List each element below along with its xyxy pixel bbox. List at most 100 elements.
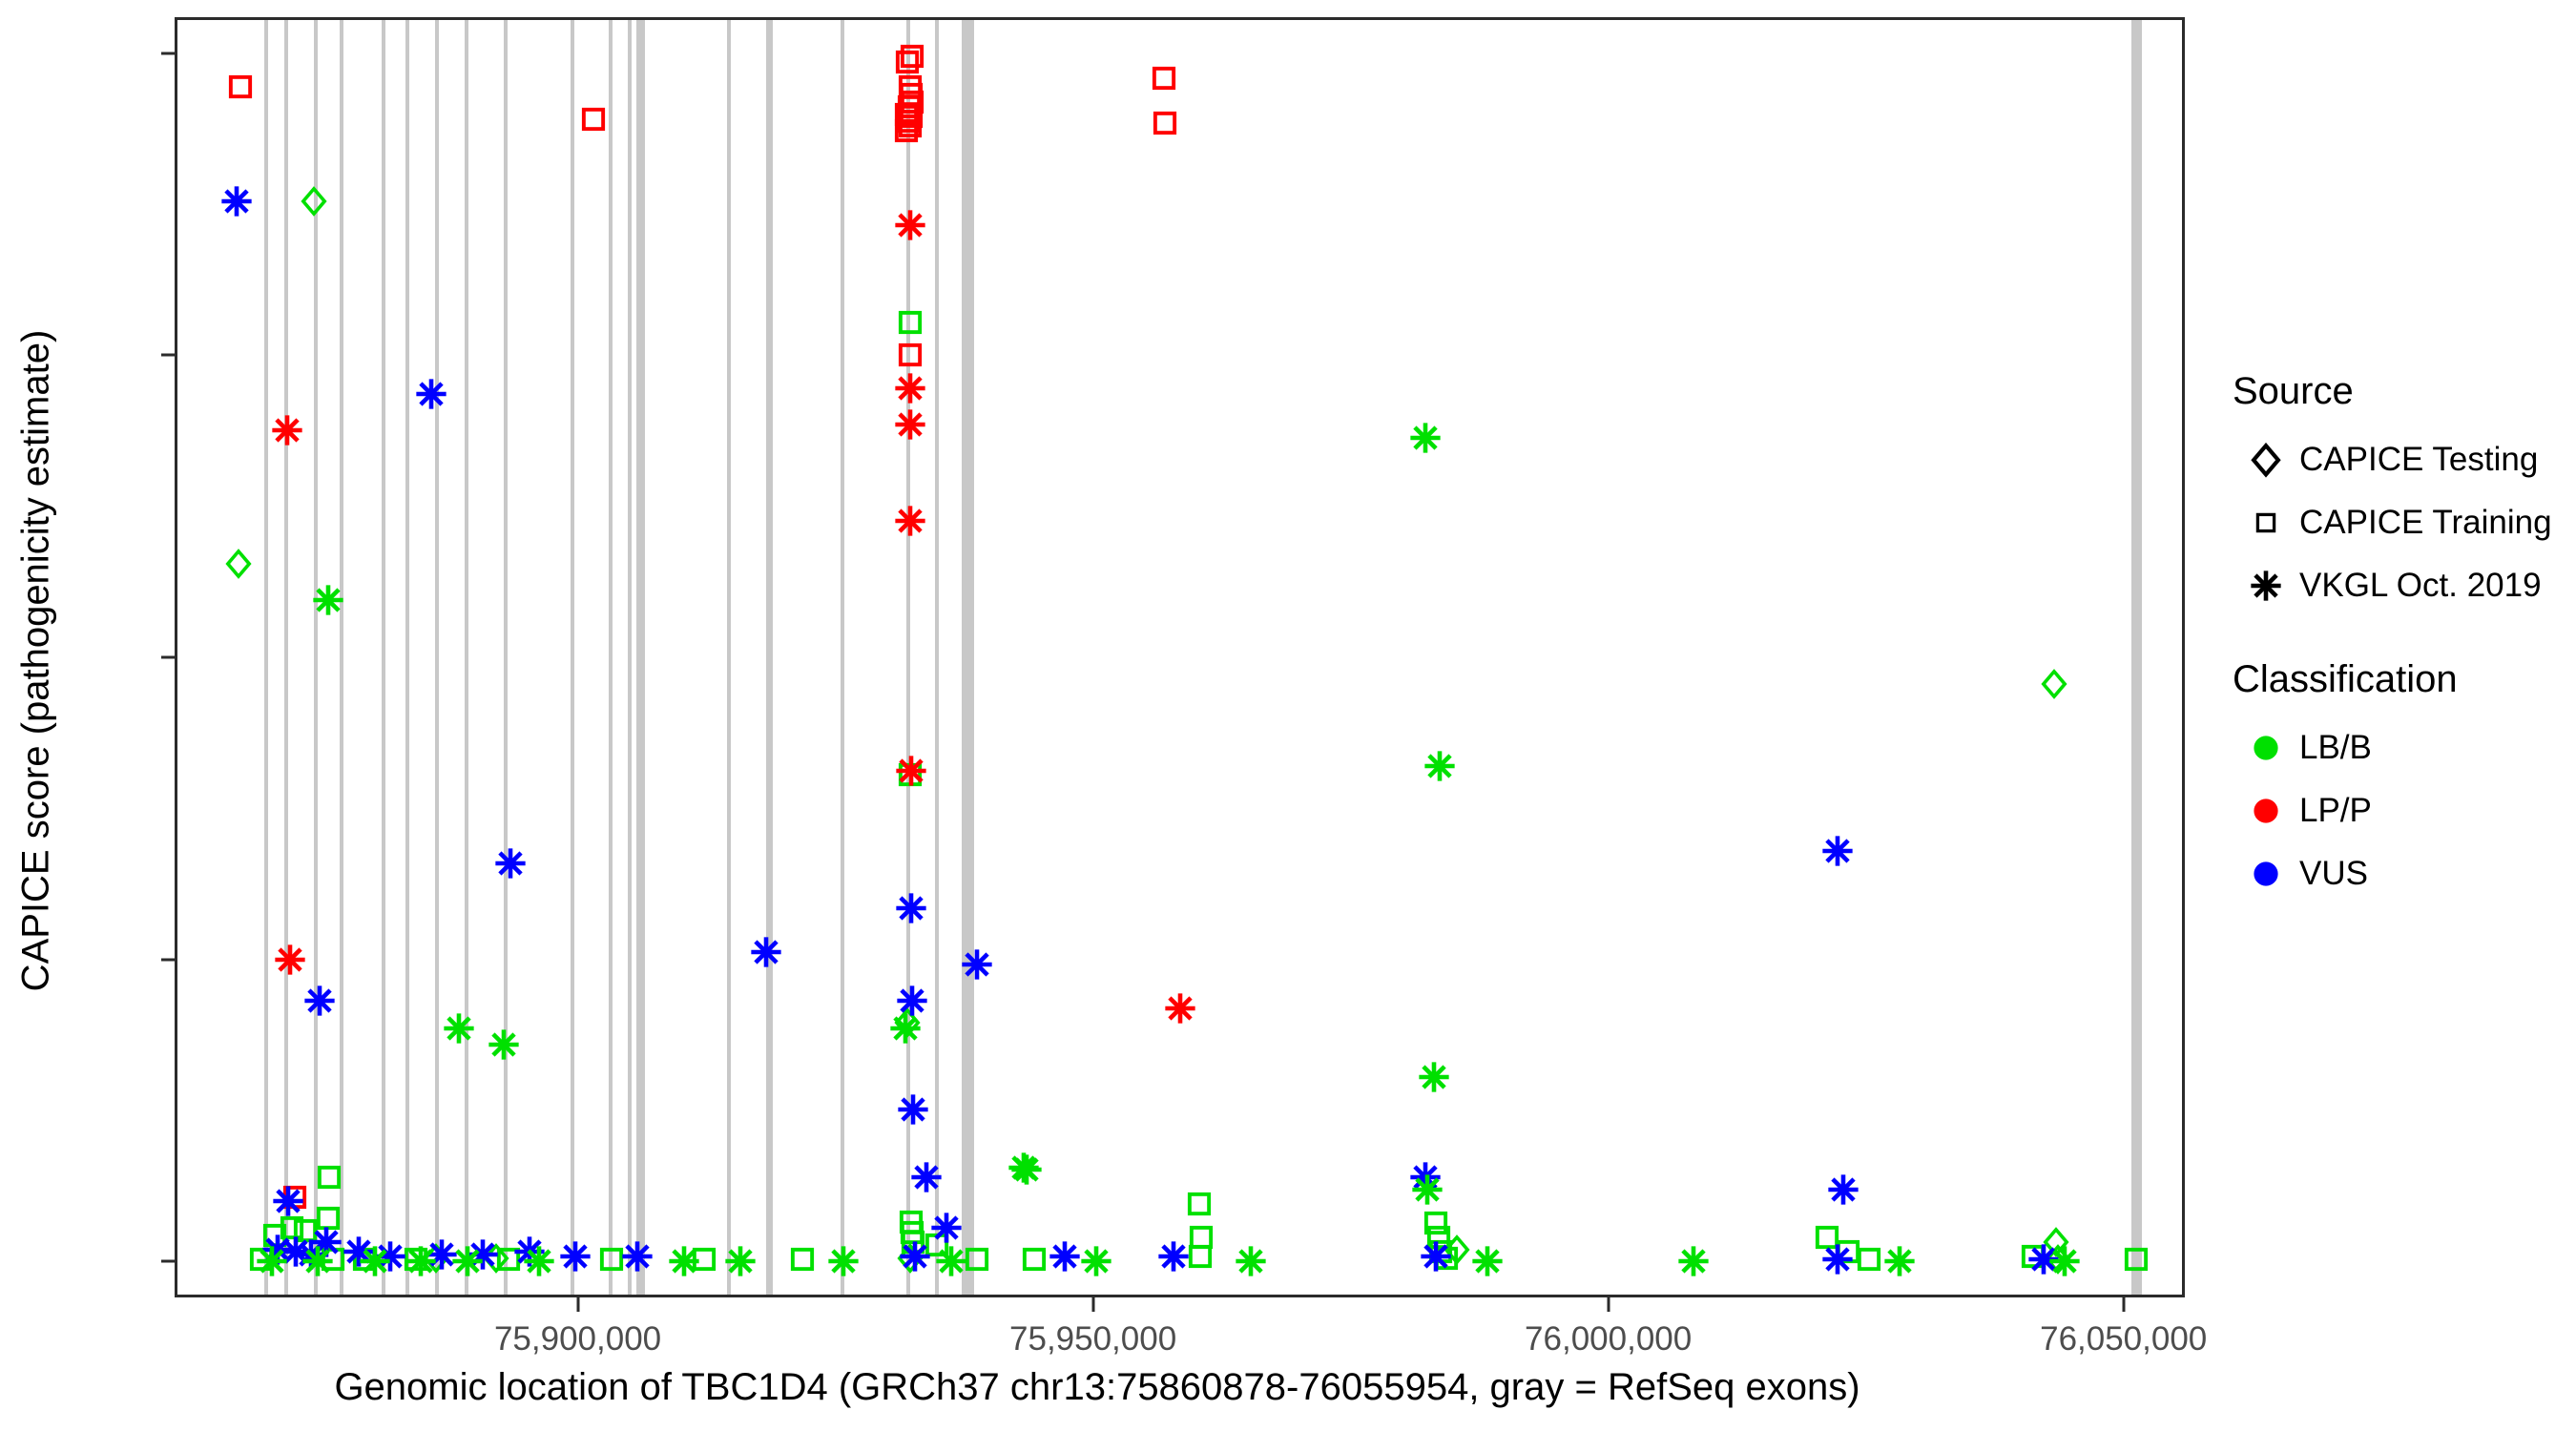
data-point [899, 104, 924, 129]
data-point [496, 1247, 521, 1272]
asterisk-icon [2233, 570, 2299, 602]
exon-line [339, 20, 343, 1295]
x-tick-mark [576, 1297, 580, 1312]
exon-line [570, 20, 574, 1295]
data-point [899, 1210, 924, 1234]
data-point [900, 44, 924, 69]
data-point [405, 1245, 437, 1277]
data-point [1444, 1234, 1470, 1265]
legend-classification-title: Classification [2233, 658, 2458, 700]
data-point [898, 310, 923, 335]
data-point [494, 847, 527, 880]
x-tick-label: 75,900,000 [493, 1320, 662, 1358]
data-point [2045, 1244, 2071, 1275]
legend-classification-label: LP/P [2299, 792, 2372, 829]
data-point [901, 1230, 925, 1255]
data-point [2027, 1243, 2060, 1275]
exon-line [283, 20, 288, 1295]
exon-line [608, 20, 613, 1295]
data-point [352, 1247, 377, 1272]
legend-classification-item[interactable]: LB/B [2233, 716, 2458, 779]
data-point [1188, 1244, 1213, 1269]
square-icon [2233, 512, 2299, 533]
data-point [581, 107, 606, 132]
data-point [894, 372, 926, 404]
data-point [898, 342, 923, 367]
data-point [317, 1165, 342, 1190]
data-point [1428, 1239, 1453, 1264]
legend-source-item[interactable]: VKGL Oct. 2019 [2233, 554, 2552, 617]
data-point [249, 1247, 274, 1272]
data-point [668, 1245, 700, 1277]
data-point [343, 1235, 375, 1268]
x-tick-mark [1091, 1297, 1095, 1312]
exon-line [464, 20, 468, 1295]
data-point [1815, 1225, 1839, 1250]
data-point [220, 185, 253, 218]
exon-line [628, 20, 633, 1295]
data-point [1409, 422, 1442, 454]
y-tick-mark [161, 958, 175, 961]
exon-line [382, 20, 386, 1295]
data-point [225, 548, 252, 579]
data-point [1418, 1061, 1450, 1093]
x-tick-label: 76,000,000 [1525, 1320, 1693, 1358]
data-point [1827, 1173, 1859, 1206]
data-point [1821, 1243, 1854, 1275]
data-point [1857, 1247, 1881, 1272]
data-point [898, 74, 923, 99]
legends: Source CAPICE Testing CAPICE Training VKGL… [2213, 0, 2576, 1431]
data-point [1426, 1225, 1451, 1250]
data-point [274, 944, 306, 976]
x-axis-title: Genomic location of TBC1D4 (GRCh37 chr13… [334, 1366, 1860, 1408]
data-point [1152, 66, 1176, 91]
x-tick-mark [2122, 1297, 2126, 1312]
data-point [1420, 1240, 1452, 1273]
data-point [895, 755, 927, 787]
legend-source-item[interactable]: CAPICE Training [2233, 491, 2552, 554]
legend-source-item[interactable]: CAPICE Testing [2233, 428, 2552, 491]
legend-classification-label: LB/B [2299, 729, 2372, 766]
plot-panel [175, 17, 2185, 1297]
data-point [303, 985, 336, 1017]
data-point [559, 1240, 592, 1273]
data-point [228, 74, 253, 99]
data-point [443, 1012, 475, 1045]
exon-line [840, 20, 844, 1295]
diamond-icon [2233, 442, 2299, 478]
y-tick-mark [161, 353, 175, 357]
data-point [1022, 1247, 1047, 1272]
exon-line [962, 20, 975, 1295]
data-point [2048, 1245, 2081, 1277]
legend-classification-label: VUS [2299, 855, 2368, 892]
data-point [374, 1240, 406, 1273]
data-point [1423, 750, 1456, 782]
data-point [897, 1093, 929, 1126]
data-point [1008, 1151, 1040, 1184]
y-tick-mark [161, 655, 175, 659]
data-point [1049, 1240, 1081, 1273]
data-point [1235, 1245, 1267, 1277]
data-point [896, 985, 928, 1017]
y-axis-title: CAPICE score (pathogenicity estimate) [14, 329, 57, 992]
data-point [523, 1245, 555, 1277]
data-point [900, 1220, 924, 1245]
data-point [1153, 111, 1177, 135]
legend-source-label: CAPICE Training [2299, 504, 2552, 541]
data-point [1157, 1240, 1190, 1273]
legend-source: Source CAPICE Testing CAPICE Training VKGL… [2233, 370, 2552, 617]
legend-classification-item[interactable]: VUS [2233, 842, 2458, 905]
x-tick-mark [1607, 1297, 1610, 1312]
exon-line [503, 20, 508, 1295]
x-tick-label: 75,950,000 [1009, 1320, 1177, 1358]
data-point [1164, 992, 1196, 1025]
data-point [1677, 1245, 1710, 1277]
data-point [2041, 669, 2067, 700]
legend-classification-item[interactable]: LP/P [2233, 779, 2458, 842]
plot-area: CAPICE score (pathogenicity estimate) 0.… [14, 17, 2207, 1408]
data-point [467, 1238, 499, 1271]
exon-line [405, 20, 410, 1295]
data-point [692, 1247, 717, 1272]
data-point [899, 1240, 931, 1273]
